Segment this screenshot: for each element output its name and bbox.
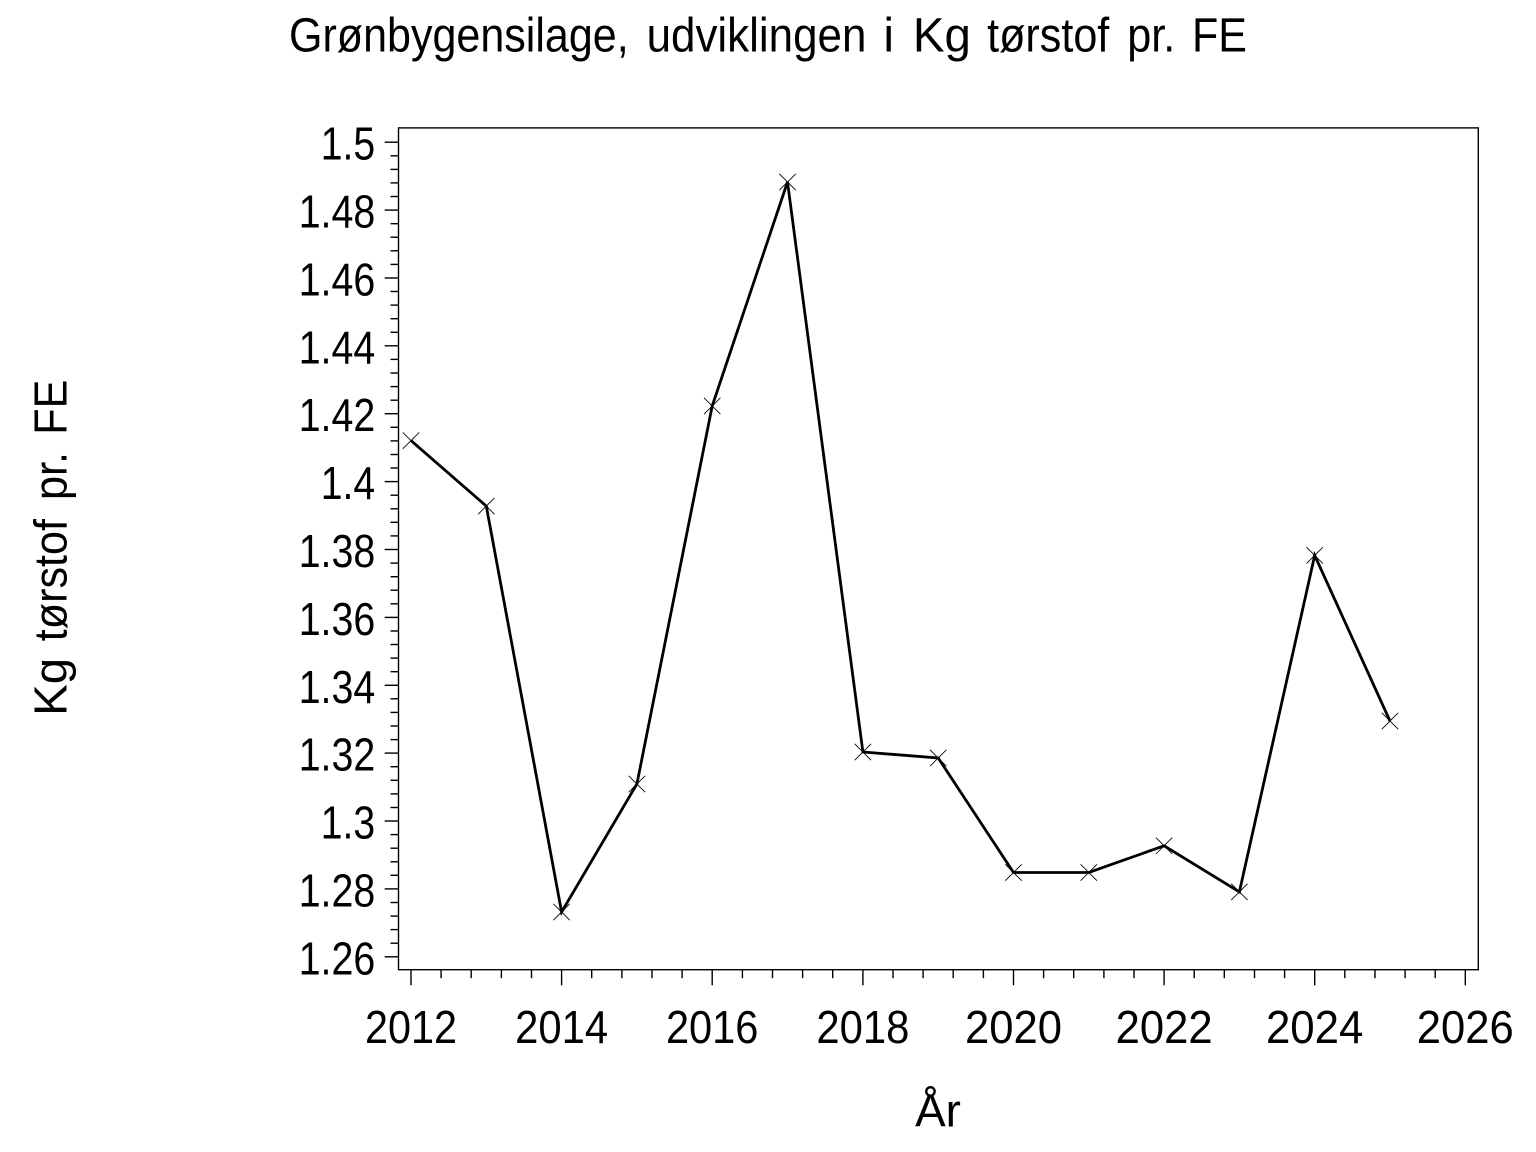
svg-text:1.42: 1.42 [299,389,376,441]
svg-text:1.4: 1.4 [321,457,375,509]
svg-text:2020: 2020 [965,1001,1062,1053]
svg-text:Kg: Kg [25,658,77,716]
svg-text:1.26: 1.26 [299,932,376,984]
svg-text:tørstof: tørstof [987,10,1110,63]
svg-text:1.5: 1.5 [321,118,375,170]
svg-text:i: i [883,10,894,63]
svg-text:2024: 2024 [1266,1001,1364,1053]
svg-text:2016: 2016 [666,1001,759,1053]
svg-text:FE: FE [1192,10,1247,63]
svg-text:pr.: pr. [1127,10,1175,63]
svg-text:pr.: pr. [25,452,77,500]
svg-text:1.46: 1.46 [299,254,376,306]
svg-text:2018: 2018 [816,1001,909,1053]
svg-text:1.32: 1.32 [299,729,376,781]
svg-text:2026: 2026 [1417,1001,1514,1053]
svg-text:2012: 2012 [365,1001,457,1053]
svg-text:2022: 2022 [1116,1001,1213,1053]
svg-text:1.36: 1.36 [299,593,376,645]
svg-text:1.44: 1.44 [299,321,376,373]
svg-text:tørstof: tørstof [25,519,77,641]
svg-text:2014: 2014 [515,1001,608,1053]
svg-text:1.34: 1.34 [299,661,376,713]
svg-text:FE: FE [25,380,77,435]
svg-text:År: År [915,1085,961,1137]
svg-text:1.38: 1.38 [299,525,376,577]
svg-text:Grønbygensilage,: Grønbygensilage, [289,10,629,63]
svg-text:1.28: 1.28 [299,864,376,916]
svg-text:1.3: 1.3 [321,797,375,849]
svg-text:1.48: 1.48 [299,186,376,238]
svg-text:udviklingen: udviklingen [647,10,867,63]
svg-text:Kg: Kg [913,10,971,63]
